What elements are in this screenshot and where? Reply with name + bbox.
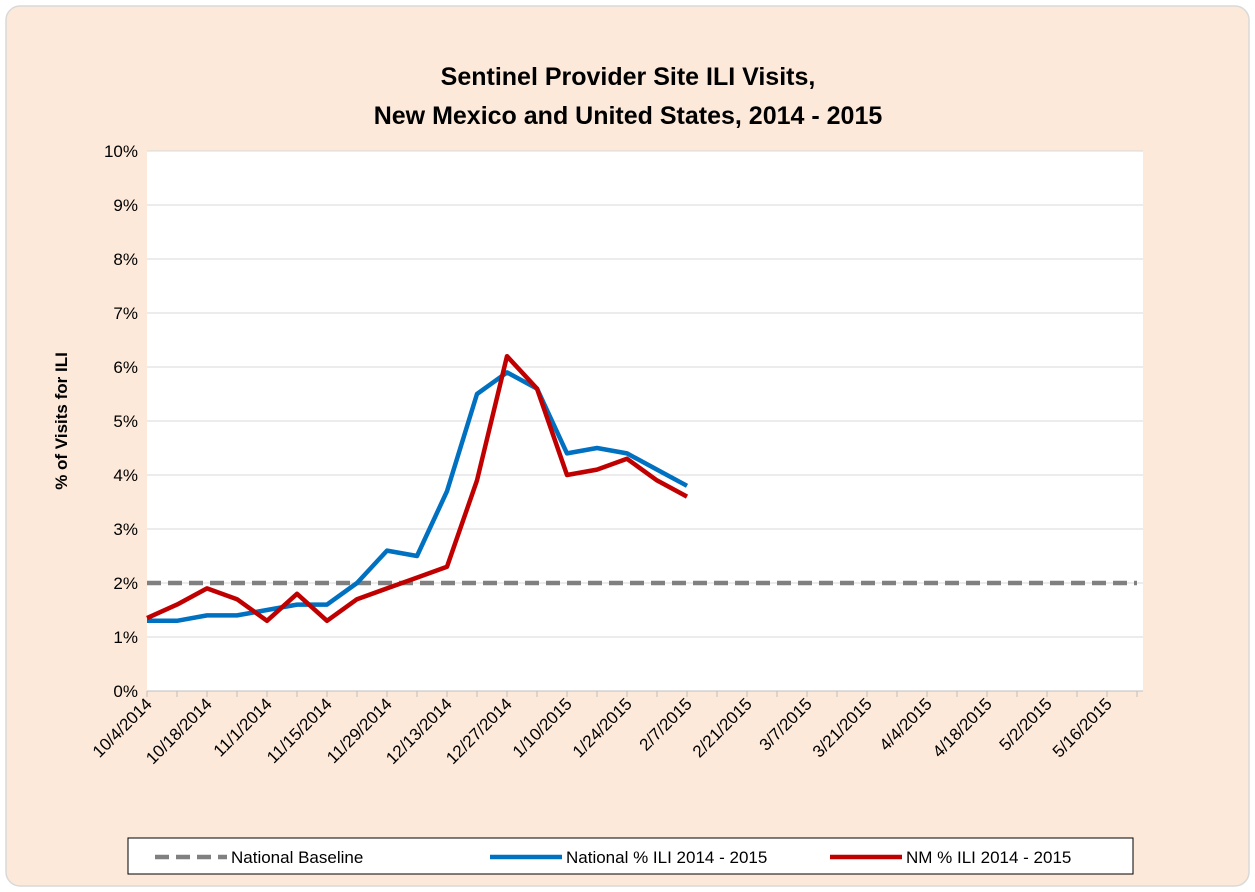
y-tick-label: 3% — [113, 520, 138, 539]
series-line — [146, 353, 689, 624]
y-tick-label: 5% — [113, 412, 138, 431]
y-tick-label: 0% — [113, 682, 138, 701]
legend-label: National % ILI 2014 - 2015 — [566, 848, 767, 867]
y-tick-label: 1% — [113, 628, 138, 647]
legend-label: NM % ILI 2014 - 2015 — [906, 848, 1071, 867]
y-tick-label: 7% — [113, 304, 138, 323]
series-line — [147, 370, 689, 624]
y-tick-label: 2% — [113, 574, 138, 593]
y-tick-label: 8% — [113, 250, 138, 269]
chart-title: New Mexico and United States, 2014 - 201… — [374, 102, 883, 130]
y-tick-label: 4% — [113, 466, 138, 485]
y-axis-title: % of Visits for ILI — [52, 352, 71, 490]
chart-title: Sentinel Provider Site ILI Visits, — [441, 63, 816, 91]
y-tick-label: 6% — [113, 358, 138, 377]
y-tick-label: 10% — [104, 142, 138, 161]
y-tick-label: 9% — [113, 196, 138, 215]
legend-label: National Baseline — [231, 848, 363, 867]
legend-box — [127, 837, 1134, 875]
